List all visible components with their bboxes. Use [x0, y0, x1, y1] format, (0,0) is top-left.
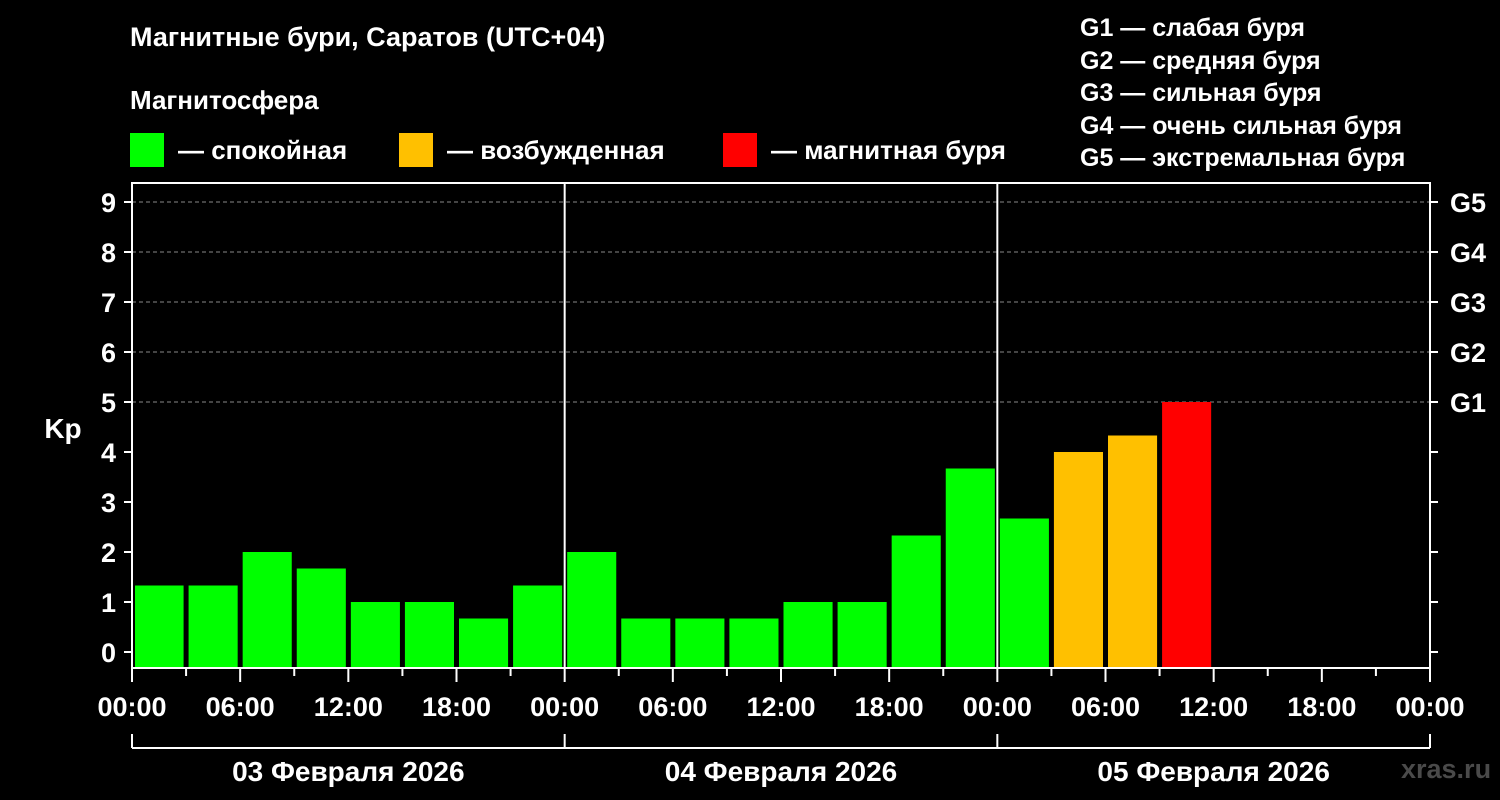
day-label: 04 Февраля 2026	[665, 756, 897, 787]
kp-bar	[729, 618, 779, 668]
x-tick-label: 00:00	[97, 692, 166, 722]
day-label: 03 Февраля 2026	[232, 756, 464, 787]
x-tick-label: 12:00	[314, 692, 383, 722]
y-tick-label: 7	[101, 288, 116, 318]
storm-scale-legend: G1 — слабая буря G2 — средняя буря G3 — …	[1080, 12, 1405, 175]
g4-legend-item: G4 — очень сильная буря	[1080, 111, 1402, 140]
y-tick-label: 6	[101, 338, 116, 368]
g-level-label: G2	[1450, 338, 1486, 368]
legend-item-quiet: — спокойная	[130, 133, 347, 167]
kp-bar	[188, 585, 238, 668]
kp-bar	[404, 602, 454, 668]
y-axis-label: Kp	[44, 413, 81, 444]
kp-bar	[999, 518, 1049, 668]
chart-title: Магнитные бури, Саратов (UTC+04)	[130, 22, 606, 52]
watermark: xras.ru	[1401, 754, 1492, 784]
g-level-label: G1	[1450, 388, 1486, 418]
legend-label-quiet: — спокойная	[178, 134, 348, 165]
legend-label-storm: — магнитная буря	[771, 134, 1006, 165]
g-level-label: G5	[1450, 188, 1486, 218]
y-tick-label: 1	[101, 588, 116, 618]
kp-bar	[675, 618, 725, 668]
x-tick-label: 18:00	[1287, 692, 1356, 722]
legend-swatch-active	[399, 133, 433, 167]
kp-bar	[459, 618, 509, 668]
y-tick-label: 9	[101, 188, 116, 218]
x-tick-label: 12:00	[746, 692, 815, 722]
x-tick-label: 06:00	[638, 692, 707, 722]
legend-swatch-storm	[723, 133, 757, 167]
x-tick-label: 12:00	[1179, 692, 1248, 722]
kp-bar	[135, 585, 184, 668]
y-tick-label: 2	[101, 538, 116, 568]
g-level-label: G4	[1450, 238, 1486, 268]
legend-item-active: — возбужденная	[399, 133, 665, 167]
x-tick-label: 18:00	[855, 692, 924, 722]
g3-legend-item: G3 — сильная буря	[1080, 79, 1322, 107]
kp-bar	[945, 468, 995, 668]
y-tick-label: 8	[101, 238, 116, 268]
kp-bar	[1108, 435, 1158, 668]
legend-label-active: — возбужденная	[447, 134, 665, 165]
x-tick-label: 06:00	[206, 692, 275, 722]
g5-legend-item: G5 — экстремальная буря	[1080, 144, 1406, 172]
legend-item-storm: — магнитная буря	[723, 133, 1006, 167]
magnetosphere-label: Магнитосфера	[130, 85, 319, 115]
kp-bar	[296, 568, 346, 668]
kp-bar	[621, 618, 671, 668]
kp-bar	[350, 602, 400, 668]
legend-swatch-quiet	[130, 133, 164, 167]
x-tick-label: 18:00	[422, 692, 491, 722]
y-tick-label: 4	[101, 438, 116, 468]
kp-bar	[513, 585, 563, 668]
x-tick-label: 00:00	[963, 692, 1032, 722]
kp-bar	[1053, 452, 1103, 668]
kp-bar	[891, 535, 941, 668]
y-tick-label: 0	[101, 638, 116, 668]
day-label: 05 Февраля 2026	[1097, 756, 1329, 787]
kp-bar	[1162, 402, 1212, 668]
g-level-label: G3	[1450, 288, 1486, 318]
kp-bar	[783, 602, 833, 668]
y-tick-label: 3	[101, 488, 116, 518]
x-tick-label: 00:00	[1395, 692, 1464, 722]
g2-legend-item: G2 — средняя буря	[1080, 46, 1321, 75]
kp-bar	[837, 602, 887, 668]
kp-bar	[567, 552, 617, 668]
g1-legend-item: G1 — слабая буря	[1080, 14, 1306, 42]
x-tick-label: 00:00	[530, 692, 599, 722]
x-tick-label: 06:00	[1071, 692, 1140, 722]
kp-bar	[242, 552, 292, 668]
y-tick-label: 5	[101, 388, 116, 418]
